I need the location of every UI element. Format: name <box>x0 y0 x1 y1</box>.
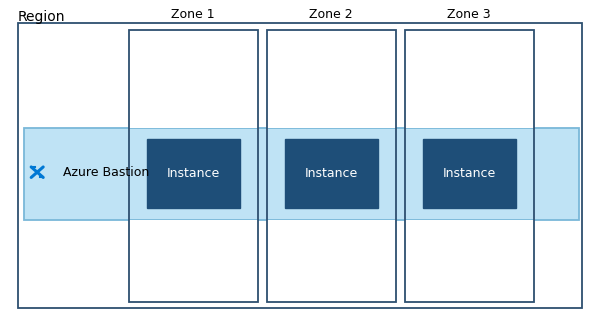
Text: Region: Region <box>18 10 65 24</box>
Bar <box>405 30 534 128</box>
Text: Zone 3: Zone 3 <box>448 8 491 21</box>
Bar <box>405 220 534 302</box>
Text: Instance: Instance <box>443 167 496 180</box>
Text: Zone 1: Zone 1 <box>172 8 215 21</box>
Bar <box>129 30 258 128</box>
Bar <box>129 30 258 302</box>
Bar <box>147 139 240 208</box>
Text: Zone 2: Zone 2 <box>310 8 353 21</box>
Bar <box>267 220 396 302</box>
Bar <box>267 30 396 302</box>
Bar <box>24 128 579 220</box>
Text: Instance: Instance <box>305 167 358 180</box>
Bar <box>267 30 396 128</box>
Bar <box>129 220 258 302</box>
Text: Instance: Instance <box>167 167 220 180</box>
Bar <box>285 139 378 208</box>
Bar <box>405 30 534 302</box>
Text: Azure Bastion: Azure Bastion <box>63 166 149 179</box>
Bar <box>18 23 582 308</box>
Bar <box>423 139 516 208</box>
